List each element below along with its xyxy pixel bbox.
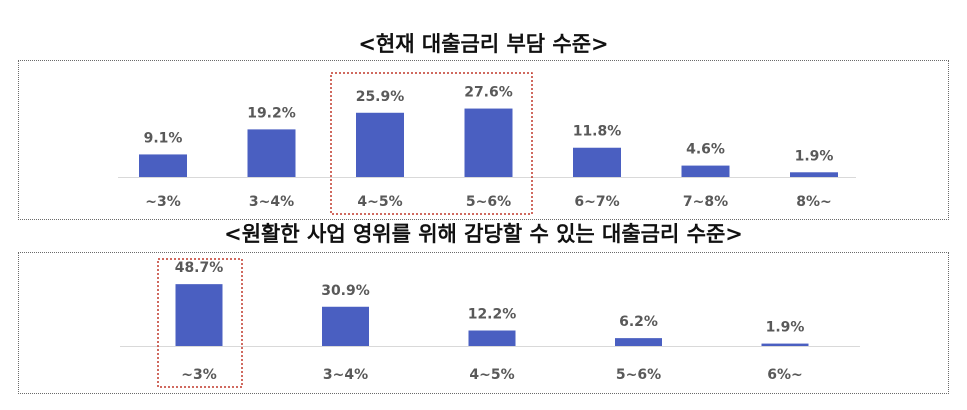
x-tick-label: 4~5% [469,367,514,383]
data-label: 9.1% [144,130,183,146]
x-tick-label: 4~5% [357,194,402,210]
x-tick-label: 5~6% [616,367,661,383]
chart-title-current-burden: <현재 대출금리 부담 수준> [358,32,609,56]
chart-panel-current-burden [18,60,949,220]
data-label: 19.2% [247,105,296,121]
bar-8%~ [790,172,838,177]
data-label: 6.2% [619,314,658,330]
bar-7~8% [681,165,730,177]
data-label: 1.9% [766,320,805,336]
bar-~3% [139,154,187,177]
x-tick-label: ~3% [145,194,181,210]
highlight-box [330,72,533,215]
x-tick-label: 3~4% [249,194,294,210]
bar-6~7% [573,147,621,177]
bar-4~5% [356,112,404,177]
highlight-box [157,258,243,388]
data-label: 25.9% [356,89,405,105]
bar-3~4% [247,129,296,177]
x-tick-label: 5~6% [466,194,511,210]
bar-5~6% [464,108,513,177]
data-label: 48.7% [175,260,224,276]
chart-title-affordable-rate: <원활한 사업 영위를 위해 감당할 수 있는 대출금리 수준> [224,222,743,246]
data-label: 11.8% [573,124,622,140]
x-tick-label: ~3% [181,367,217,383]
bar-5~6% [615,338,662,346]
bar-4~5% [468,330,516,346]
x-tick-label: 7~8% [683,194,728,210]
data-label: 4.6% [686,142,725,158]
x-tick-label: 3~4% [323,367,368,383]
data-label: 12.2% [468,307,517,323]
data-label: 27.6% [464,85,513,101]
chart-panel-affordable-rate [18,252,949,394]
x-tick-label: 8%~ [796,194,832,210]
bar-3~4% [322,306,369,346]
bar-~3% [175,284,223,346]
x-tick-label: 6~7% [574,194,619,210]
data-label: 1.9% [795,148,834,164]
data-label: 30.9% [321,283,370,299]
bar-6%~ [761,343,809,346]
x-tick-label: 6%~ [767,367,803,383]
